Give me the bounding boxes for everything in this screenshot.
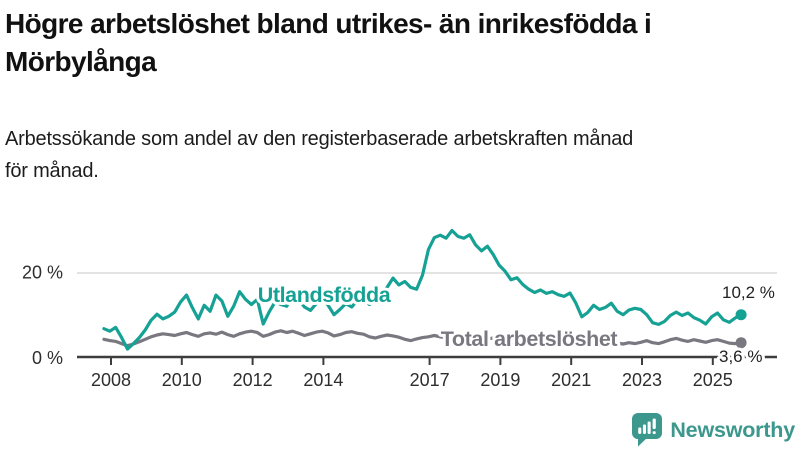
series-line-utlandsfodda bbox=[102, 228, 743, 351]
newsworthy-logo-text: Newsworthy bbox=[670, 417, 795, 442]
x-tick-label: 2025 bbox=[693, 370, 733, 390]
series-line-total bbox=[102, 329, 743, 348]
logo-barchart-glyph bbox=[638, 418, 657, 435]
end-value-label-utlandsfodda: 10,2 % bbox=[722, 283, 775, 302]
series-end-dot-total bbox=[735, 337, 747, 349]
page-title: Högre arbetslöshet bland utrikes- än inr… bbox=[5, 8, 652, 77]
x-tick-label: 2010 bbox=[162, 370, 202, 390]
x-axis-ticks: 2008 2010 2012 2014 2017 2019 2021 2023 2025 bbox=[91, 357, 733, 390]
line-chart: 2008 2010 2012 2014 2017 2019 2021 2023 2025 20 … bbox=[22, 228, 777, 390]
page-subtitle: Arbetssökande som andel av den registerb… bbox=[5, 128, 634, 182]
newsworthy-logo[interactable]: Newsworthy bbox=[632, 413, 795, 447]
newsworthy-logo-icon bbox=[632, 413, 663, 447]
x-tick-label: 2023 bbox=[622, 370, 662, 390]
series-end-dot-utlandsfodda bbox=[735, 309, 747, 321]
series-label-utlandsfodda: Utlandsfödda bbox=[258, 283, 392, 307]
x-tick-label: 2019 bbox=[480, 370, 520, 390]
x-tick-label: 2021 bbox=[551, 370, 591, 390]
y-tick-label-20: 20 % bbox=[22, 263, 63, 283]
series-label-total: Total arbetslöshet bbox=[441, 327, 618, 351]
x-tick-label: 2014 bbox=[303, 370, 343, 390]
x-tick-label: 2012 bbox=[233, 370, 273, 390]
x-tick-label: 2017 bbox=[410, 370, 450, 390]
y-tick-label-0: 0 % bbox=[32, 348, 63, 368]
end-value-label-total: 3,6 % bbox=[719, 347, 762, 366]
x-tick-label: 2008 bbox=[91, 370, 131, 390]
